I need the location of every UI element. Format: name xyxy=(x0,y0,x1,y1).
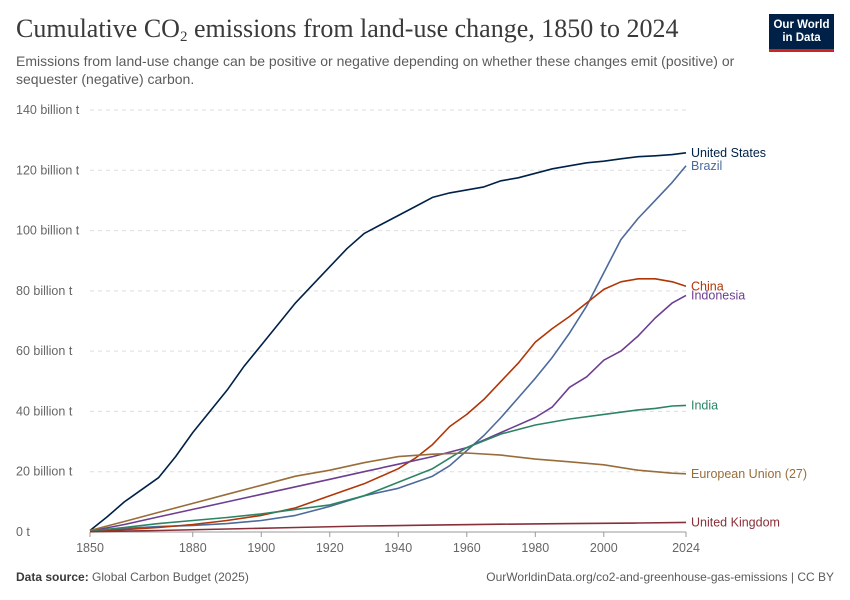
x-tick-label: 1900 xyxy=(247,541,275,555)
series-line-european-union-27[interactable] xyxy=(89,452,687,532)
series-line-united-kingdom[interactable] xyxy=(89,521,687,533)
x-axis: 1850 1880 1900 1920 1940 1960 1980 2000 2024 xyxy=(76,532,700,555)
series-label-india[interactable]: India xyxy=(691,398,718,412)
data-source-label: Data source: xyxy=(16,570,89,584)
x-tick-label: 1920 xyxy=(316,541,344,555)
y-tick-label: 20 billion t xyxy=(16,465,73,479)
x-tick-label: 1980 xyxy=(521,541,549,555)
series-label-european-union-27[interactable]: European Union (27) xyxy=(691,467,807,481)
data-source-value: Global Carbon Budget (2025) xyxy=(92,570,249,584)
series-label-china[interactable]: China xyxy=(691,279,724,293)
series-line-united-states[interactable] xyxy=(89,152,687,532)
series-label-united-kingdom[interactable]: United Kingdom xyxy=(691,515,780,529)
series-label-united-states[interactable]: United States xyxy=(691,146,766,160)
logo-line-1: Our World xyxy=(773,19,830,31)
owid-logo[interactable]: Our World in Data xyxy=(769,14,834,52)
series-line-india[interactable] xyxy=(89,404,687,532)
data-source: Data source: Global Carbon Budget (2025) xyxy=(16,570,249,584)
x-tick-label: 1880 xyxy=(179,541,207,555)
chart-title: Cumulative CO2 emissions from land-use c… xyxy=(16,14,679,45)
chart-subtitle: Emissions from land-use change can be po… xyxy=(16,53,735,87)
x-tick-label: 2024 xyxy=(672,541,700,555)
y-tick-label: 100 billion t xyxy=(16,224,80,238)
y-tick-label: 80 billion t xyxy=(16,284,73,298)
series-line-indonesia[interactable] xyxy=(89,294,687,532)
source-url[interactable]: OurWorldinData.org/co2-and-greenhouse-ga… xyxy=(486,570,834,584)
x-tick-label: 1850 xyxy=(76,541,104,555)
grid-lines xyxy=(90,109,686,533)
x-tick-label: 2000 xyxy=(590,541,618,555)
y-tick-label: 140 billion t xyxy=(16,103,80,117)
series-label-indonesia[interactable]: Indonesia xyxy=(691,288,745,302)
y-tick-label: 0 t xyxy=(16,525,30,539)
x-tick-label: 1960 xyxy=(453,541,481,555)
y-tick-label: 120 billion t xyxy=(16,163,80,177)
series-line-china[interactable] xyxy=(89,278,687,533)
x-tick-label: 1940 xyxy=(384,541,412,555)
y-tick-label: 40 billion t xyxy=(16,404,73,418)
y-axis: 0 t 20 billion t 40 billion t 60 billion t 8… xyxy=(16,103,80,539)
series-label-brazil[interactable]: Brazil xyxy=(691,159,722,173)
y-tick-label: 60 billion t xyxy=(16,344,73,358)
logo-line-2: in Data xyxy=(782,32,821,44)
series-lines xyxy=(89,152,687,533)
